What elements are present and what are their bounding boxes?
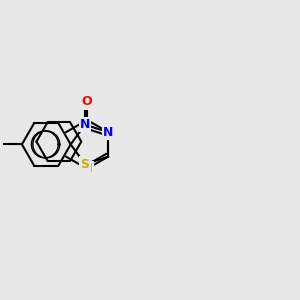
Text: S: S <box>80 158 89 171</box>
Text: O: O <box>82 95 92 108</box>
Text: N: N <box>80 118 90 131</box>
Text: N: N <box>103 126 113 139</box>
Text: N: N <box>82 162 92 175</box>
